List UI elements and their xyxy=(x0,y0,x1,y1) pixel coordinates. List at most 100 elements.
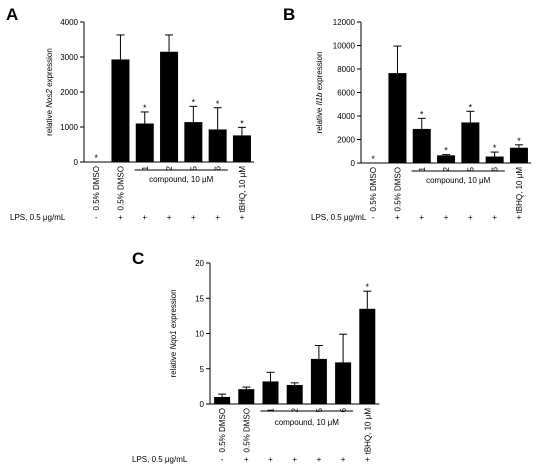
group-label: compound, 10 μM xyxy=(149,175,214,184)
category-label: 0.5% DMSO xyxy=(242,408,251,452)
y-tick-label: 8000 xyxy=(337,65,355,74)
lps-sign: + xyxy=(240,213,245,222)
category-label: 2 xyxy=(291,407,300,412)
bar xyxy=(335,362,352,404)
lps-label: LPS, 0.5 μg/mL xyxy=(311,213,367,222)
y-tick-label: 10 xyxy=(195,330,204,339)
y-axis-label: relative Nos2 expression xyxy=(45,48,54,136)
significance-marker: * xyxy=(240,118,244,128)
y-tick-label: 20 xyxy=(195,259,204,268)
y-axis-label: relative Il1b expression xyxy=(315,52,324,134)
lps-sign: + xyxy=(341,455,346,464)
category-label: tBHQ, 10 μM xyxy=(238,166,247,213)
bar xyxy=(485,156,504,163)
significance-marker: * xyxy=(469,102,473,112)
category-label: 5 xyxy=(315,407,324,412)
lps-sign: + xyxy=(468,213,473,222)
y-axis-label-part: Il1b xyxy=(315,92,324,105)
y-tick-label: 4000 xyxy=(60,18,78,27)
bar xyxy=(359,308,376,404)
y-tick-label: 2000 xyxy=(337,136,355,145)
y-tick-label: 10000 xyxy=(333,42,356,51)
category-label: 2 xyxy=(442,166,451,171)
y-axis-label-part: expression xyxy=(169,289,178,330)
y-tick-label: 15 xyxy=(195,294,204,303)
category-label: 6 xyxy=(339,407,348,412)
y-axis-label-part: relative xyxy=(315,105,324,133)
bar xyxy=(388,73,407,163)
y-tick-label: 1000 xyxy=(60,123,78,132)
y-tick-label: 5 xyxy=(200,365,205,374)
bar xyxy=(437,155,456,163)
lps-sign: + xyxy=(419,213,424,222)
y-axis-label-part: expression xyxy=(315,52,324,93)
y-tick-label: 12000 xyxy=(333,18,356,27)
group-label: compound, 10 μM xyxy=(275,418,340,427)
lps-label: LPS, 0.5 μg/mL xyxy=(132,455,188,464)
lps-sign: - xyxy=(95,213,98,222)
category-label: 0.5% DMSO xyxy=(393,167,402,211)
lps-sign: + xyxy=(517,213,522,222)
y-axis-label-part: expression xyxy=(45,48,54,89)
bar xyxy=(184,122,203,162)
y-tick-label: 2000 xyxy=(60,88,78,97)
bar xyxy=(461,122,480,163)
significance-marker: * xyxy=(94,153,98,163)
significance-marker: * xyxy=(371,154,375,164)
significance-marker: * xyxy=(143,103,147,113)
lps-sign: + xyxy=(365,455,370,464)
bar xyxy=(262,381,279,404)
lps-sign: - xyxy=(221,455,224,464)
lps-sign: + xyxy=(142,213,147,222)
y-axis-label-part: relative xyxy=(169,350,178,378)
chart-panel-b: B 0 2000 4000 6000 8000 10000 12000 relative Il1… xyxy=(283,5,532,222)
bar xyxy=(135,123,154,162)
bar xyxy=(310,358,327,404)
lps-sign: + xyxy=(191,213,196,222)
y-tick-label: 3000 xyxy=(60,53,78,62)
y-tick-label: 4000 xyxy=(337,112,355,121)
lps-sign: + xyxy=(317,455,322,464)
significance-marker: * xyxy=(444,146,448,156)
bar xyxy=(412,128,431,163)
category-label: 0.5% DMSO xyxy=(92,166,101,210)
y-axis-label-part: relative xyxy=(45,108,54,136)
lps-sign: + xyxy=(395,213,400,222)
significance-marker: * xyxy=(192,97,196,107)
category-label: 6 xyxy=(214,165,223,170)
bar xyxy=(208,129,227,162)
y-tick-label: 6000 xyxy=(337,89,355,98)
y-tick-label: 0 xyxy=(351,159,356,168)
y-axis-label-part: Nos2 xyxy=(45,89,54,108)
chart-panel-a: A 0 1000 2000 3000 4000 relative Nos2 expressi… xyxy=(6,5,255,222)
lps-label: LPS, 0.5 μg/mL xyxy=(10,213,66,222)
bar xyxy=(509,147,528,163)
category-label: 6 xyxy=(491,166,500,171)
category-label: 5 xyxy=(466,166,475,171)
bar xyxy=(160,51,179,162)
significance-marker: * xyxy=(366,282,370,292)
lps-sign: + xyxy=(292,455,297,464)
lps-sign: + xyxy=(167,213,172,222)
category-label: 0.5% DMSO xyxy=(218,408,227,452)
category-label: 1 xyxy=(418,166,427,171)
lps-sign: + xyxy=(492,213,497,222)
bar xyxy=(111,59,130,163)
significance-marker: * xyxy=(517,136,521,146)
category-label: 1 xyxy=(141,165,150,170)
category-label: 1 xyxy=(267,407,276,412)
significance-marker: * xyxy=(493,143,497,153)
y-axis-label: relative Nqo1 expression xyxy=(169,289,178,377)
lps-sign: + xyxy=(118,213,123,222)
bar xyxy=(232,135,251,162)
lps-sign: + xyxy=(215,213,220,222)
category-label: tBHQ, 10 μM xyxy=(515,167,524,214)
category-label: 0.5% DMSO xyxy=(116,166,125,210)
category-label: 2 xyxy=(165,165,174,170)
bar xyxy=(238,389,255,404)
y-axis-label-part: Nqo1 xyxy=(169,330,178,349)
significance-marker: * xyxy=(420,109,424,119)
y-tick-label: 0 xyxy=(200,400,205,409)
